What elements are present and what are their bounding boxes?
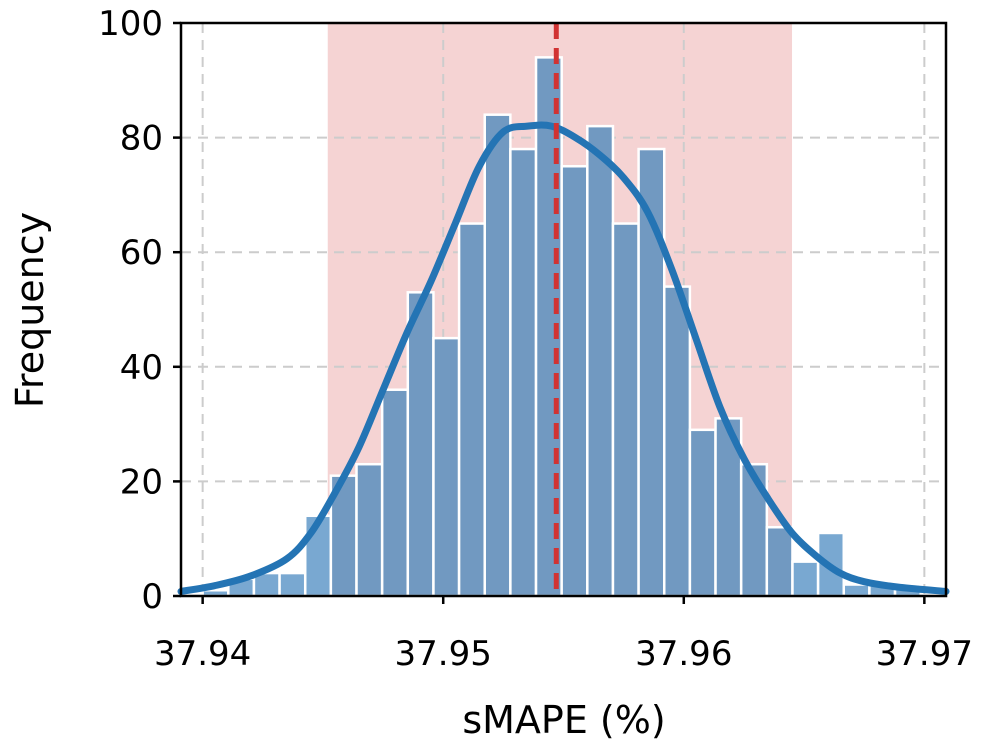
y-tick-label: 40 [120, 348, 163, 388]
histogram-bar [611, 222, 640, 598]
histogram-bar [355, 462, 384, 598]
x-tick-label: 37.94 [154, 634, 251, 674]
x-tick-label: 37.95 [395, 634, 492, 674]
kde-layer [177, 121, 950, 595]
histogram-bar [586, 124, 615, 598]
histogram-bar [739, 462, 769, 598]
kde-curve [177, 121, 950, 595]
axes-layer [179, 21, 948, 598]
histogram-bar [380, 388, 410, 598]
histogram-bar [714, 417, 743, 598]
histogram-bar [662, 285, 692, 598]
histogram-bar [791, 560, 820, 598]
y-tick-label: 80 [120, 119, 163, 159]
histogram-bar [509, 147, 538, 598]
y-tick-label: 0 [141, 577, 163, 617]
histogram-bar [765, 525, 794, 598]
histogram-bar [560, 165, 589, 598]
histogram-bar [432, 336, 461, 598]
x-tick-label: 37.96 [635, 634, 732, 674]
x-axis-label: sMAPE (%) [462, 698, 665, 742]
histogram-bar [688, 428, 717, 598]
x-tick-label: 37.97 [876, 634, 973, 674]
plot-frame [179, 21, 948, 598]
histogram-bar [406, 291, 435, 598]
y-tick-label: 20 [120, 462, 163, 502]
histogram-bar [483, 113, 512, 598]
histogram-bar [842, 583, 871, 598]
ticks-layer: 37.94 37.95 37.96 37.97 0 20 40 60 80 100 [98, 4, 973, 674]
histogram-bar [278, 571, 307, 598]
y-tick-label: 100 [98, 4, 163, 44]
y-axis-label: Frequency [8, 212, 52, 408]
histogram-bar [457, 222, 486, 598]
y-tick-label: 60 [120, 233, 163, 273]
